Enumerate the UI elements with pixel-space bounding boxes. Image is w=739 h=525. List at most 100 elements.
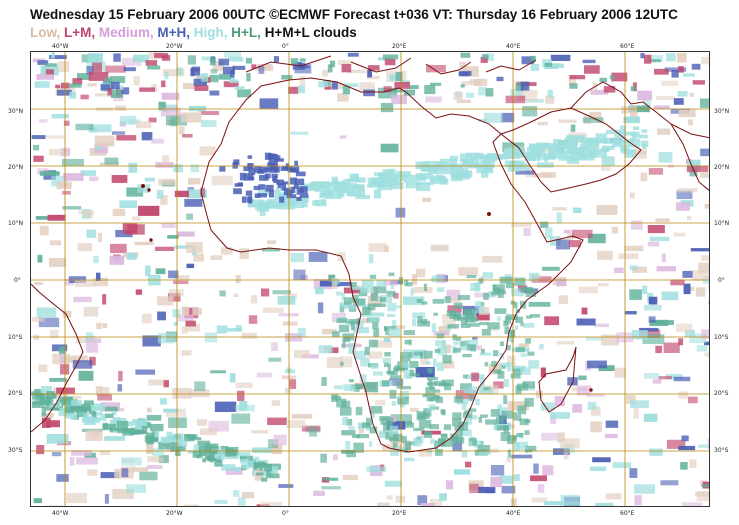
cloud-cell	[545, 95, 555, 104]
cloud-cell	[452, 436, 463, 442]
cloud-cell	[403, 89, 415, 96]
cloud-cell	[51, 113, 69, 119]
cloud-cell	[531, 276, 552, 283]
cloud-cell	[514, 277, 526, 286]
cloud-cell	[501, 112, 515, 123]
cloud-cell	[468, 408, 477, 412]
cloud-cell	[541, 432, 558, 441]
cloud-cell	[611, 72, 628, 82]
cloud-cell	[512, 435, 518, 441]
cloud-cell	[37, 254, 43, 263]
cloud-cell	[683, 73, 695, 77]
cloud-cell	[480, 155, 491, 164]
cloud-cell	[293, 350, 310, 359]
cloud-cell	[52, 393, 57, 399]
cloud-cell	[515, 82, 524, 91]
cloud-cell	[62, 158, 84, 167]
cloud-cell	[93, 411, 103, 416]
cloud-cell	[260, 288, 270, 297]
cloud-cell	[429, 498, 443, 506]
cloud-cell	[630, 131, 636, 137]
cloud-cell	[386, 290, 396, 297]
cloud-cell	[56, 474, 69, 482]
coast-arabia	[499, 107, 642, 193]
cloud-cell	[158, 101, 166, 111]
cloud-cell	[88, 71, 109, 81]
cloud-cell	[83, 306, 99, 317]
cloud-cell	[83, 413, 90, 420]
cloud-cell	[416, 373, 434, 378]
cloud-cell	[301, 354, 320, 359]
cloud-cell	[95, 146, 102, 150]
cloud-cell	[526, 146, 539, 154]
cloud-cell	[110, 89, 124, 98]
cloud-cell	[478, 118, 487, 123]
cloud-cell	[433, 331, 450, 336]
cloud-cell	[358, 424, 365, 434]
cloud-cell	[339, 304, 345, 313]
cloud-cell	[146, 440, 154, 445]
cloud-cell	[459, 383, 473, 390]
cloud-cell	[618, 253, 639, 259]
cloud-cell	[237, 452, 251, 457]
cloud-cell	[558, 295, 569, 304]
cloud-cell	[629, 110, 638, 121]
cloud-cell	[630, 138, 641, 148]
cloud-cell	[528, 386, 535, 391]
cloud-cell	[235, 274, 241, 284]
cloud-cell	[190, 164, 200, 173]
cloud-cell	[210, 69, 218, 74]
cloud-cell	[341, 430, 356, 436]
cloud-cell	[708, 283, 709, 291]
cloud-cell	[75, 123, 94, 131]
cloud-cell	[465, 309, 476, 317]
cloud-cell	[121, 87, 130, 95]
cloud-cell	[406, 441, 417, 446]
cloud-cell	[582, 59, 596, 64]
legend-medium: Medium,	[98, 25, 158, 40]
cloud-cell	[503, 153, 508, 160]
cloud-cell	[234, 86, 245, 90]
cloud-cell	[214, 401, 237, 413]
cloud-cell	[584, 65, 600, 74]
cloud-cell	[413, 286, 433, 293]
cloud-cell	[353, 174, 359, 179]
cloud-cell	[322, 69, 329, 77]
cloud-cell	[490, 476, 502, 488]
cloud-cell	[624, 148, 636, 158]
cloud-cell	[629, 265, 638, 271]
cloud-cell	[530, 55, 536, 63]
cloud-cell	[434, 440, 439, 450]
cloud-cell	[38, 119, 48, 123]
cloud-cell	[698, 262, 709, 273]
cloud-cell	[286, 194, 297, 199]
cloud-cell	[132, 54, 149, 63]
cloud-cell	[109, 419, 120, 427]
cloud-cell	[88, 409, 96, 415]
cloud-cell	[93, 256, 99, 264]
cloud-cell	[631, 134, 648, 139]
cloud-cell	[595, 133, 608, 144]
cloud-cell	[80, 94, 89, 100]
cloud-cell	[384, 59, 396, 66]
cloud-cell	[509, 329, 516, 338]
cloud-cell	[78, 370, 94, 381]
cloud-cell	[614, 267, 624, 274]
cloud-cell	[201, 111, 220, 116]
cloud-cell	[438, 326, 450, 335]
cloud-cell	[437, 287, 445, 293]
cloud-cell	[41, 407, 47, 417]
lat-label-right: 10°N	[714, 220, 730, 227]
cloud-cell	[643, 54, 652, 64]
cloud-cell	[161, 80, 166, 88]
cloud-cell	[401, 435, 407, 444]
cloud-cell	[126, 484, 147, 493]
cloud-cell	[557, 432, 565, 443]
cloud-cell	[507, 355, 516, 366]
lat-label-right: 10°S	[714, 334, 729, 341]
cloud-cell	[403, 174, 417, 183]
cloud-cell	[436, 333, 445, 339]
cloud-cell	[94, 93, 115, 97]
cloud-cell	[390, 375, 402, 380]
cloud-cell	[630, 400, 649, 409]
